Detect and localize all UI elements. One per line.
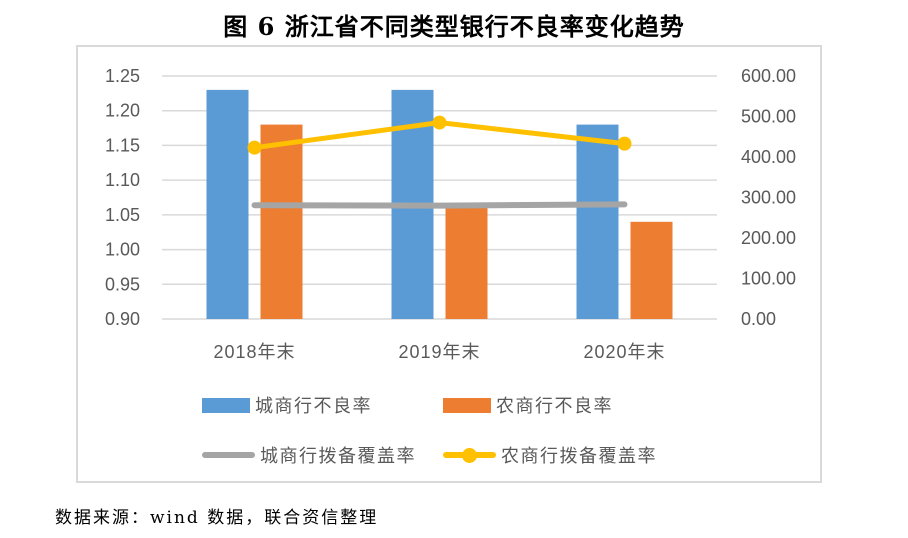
legend-label-rural-npl: 农商行不良率 bbox=[496, 396, 613, 416]
left-axis-tick-label: 0.90 bbox=[105, 309, 140, 329]
left-axis-tick-label: 1.05 bbox=[105, 205, 140, 225]
rural-coverage-line-swatch bbox=[443, 447, 496, 463]
right-axis-tick-label: 400.00 bbox=[741, 147, 796, 167]
right-axis-tick-label: 500.00 bbox=[741, 107, 796, 127]
right-axis-tick-label: 600.00 bbox=[741, 66, 796, 86]
legend-item-city-coverage: 城商行拨备覆盖率 bbox=[202, 442, 443, 468]
chart-title: 图 6 浙江省不同类型银行不良率变化趋势 bbox=[223, 12, 685, 41]
chart-frame: 1.25 1.20 1.15 1.10 1.05 1.00 0.95 0.90 600.00 50… bbox=[76, 45, 822, 483]
line-marker-rural-coverage-0 bbox=[247, 140, 262, 155]
plot-area: 1.25 1.20 1.15 1.10 1.05 1.00 0.95 0.90 600.00 50… bbox=[105, 66, 796, 362]
right-axis-tick-label: 0.00 bbox=[741, 309, 776, 329]
bar-city-npl-2 bbox=[576, 124, 619, 319]
legend-label-rural-coverage: 农商行拨备覆盖率 bbox=[501, 446, 657, 466]
line-marker-rural-coverage-2 bbox=[617, 136, 632, 151]
source-note: 数据来源：wind 数据，联合资信整理 bbox=[55, 508, 379, 528]
city-npl-bar-swatch bbox=[202, 397, 250, 413]
left-axis-tick-label: 1.00 bbox=[105, 240, 140, 260]
x-axis-category-label: 2020年末 bbox=[583, 342, 665, 362]
bar-rural-npl-1 bbox=[445, 207, 488, 319]
legend-label-city-coverage: 城商行拨备覆盖率 bbox=[260, 446, 416, 466]
left-axis-tick-label: 1.15 bbox=[105, 135, 140, 155]
right-axis-tick-label: 200.00 bbox=[741, 228, 796, 248]
line-marker-rural-coverage-1 bbox=[432, 115, 447, 130]
left-axis-tick-label: 1.10 bbox=[105, 170, 140, 190]
left-axis-tick-label: 0.95 bbox=[105, 274, 140, 294]
legend-row-2: 城商行拨备覆盖率 农商行拨备覆盖率 bbox=[202, 443, 820, 467]
left-axis-tick-label: 1.20 bbox=[105, 101, 140, 121]
right-axis-tick-label: 300.00 bbox=[741, 188, 796, 208]
legend: 城商行不良率 农商行不良率 城商行拨备覆盖率 农商行拨备覆盖率 bbox=[78, 393, 820, 467]
left-axis-tick-label: 1.25 bbox=[105, 66, 140, 86]
legend-label-city-npl: 城商行不良率 bbox=[255, 396, 372, 416]
x-axis-category-label: 2019年末 bbox=[398, 342, 480, 362]
legend-row-1: 城商行不良率 农商行不良率 bbox=[202, 393, 820, 417]
legend-item-rural-npl: 农商行不良率 bbox=[443, 392, 613, 418]
bar-rural-npl-2 bbox=[630, 221, 673, 319]
x-axis-category-label: 2018年末 bbox=[213, 342, 295, 362]
rural-npl-bar-swatch bbox=[443, 397, 491, 413]
legend-item-rural-coverage: 农商行拨备覆盖率 bbox=[443, 442, 657, 468]
legend-item-city-npl: 城商行不良率 bbox=[202, 392, 443, 418]
line-marker-dot-icon bbox=[462, 447, 477, 463]
bar-rural-npl-0 bbox=[260, 124, 303, 319]
bar-city-npl-0 bbox=[206, 89, 249, 319]
right-axis-tick-label: 100.00 bbox=[741, 269, 796, 289]
city-coverage-line-swatch bbox=[202, 452, 255, 458]
line-city-coverage bbox=[251, 201, 628, 209]
